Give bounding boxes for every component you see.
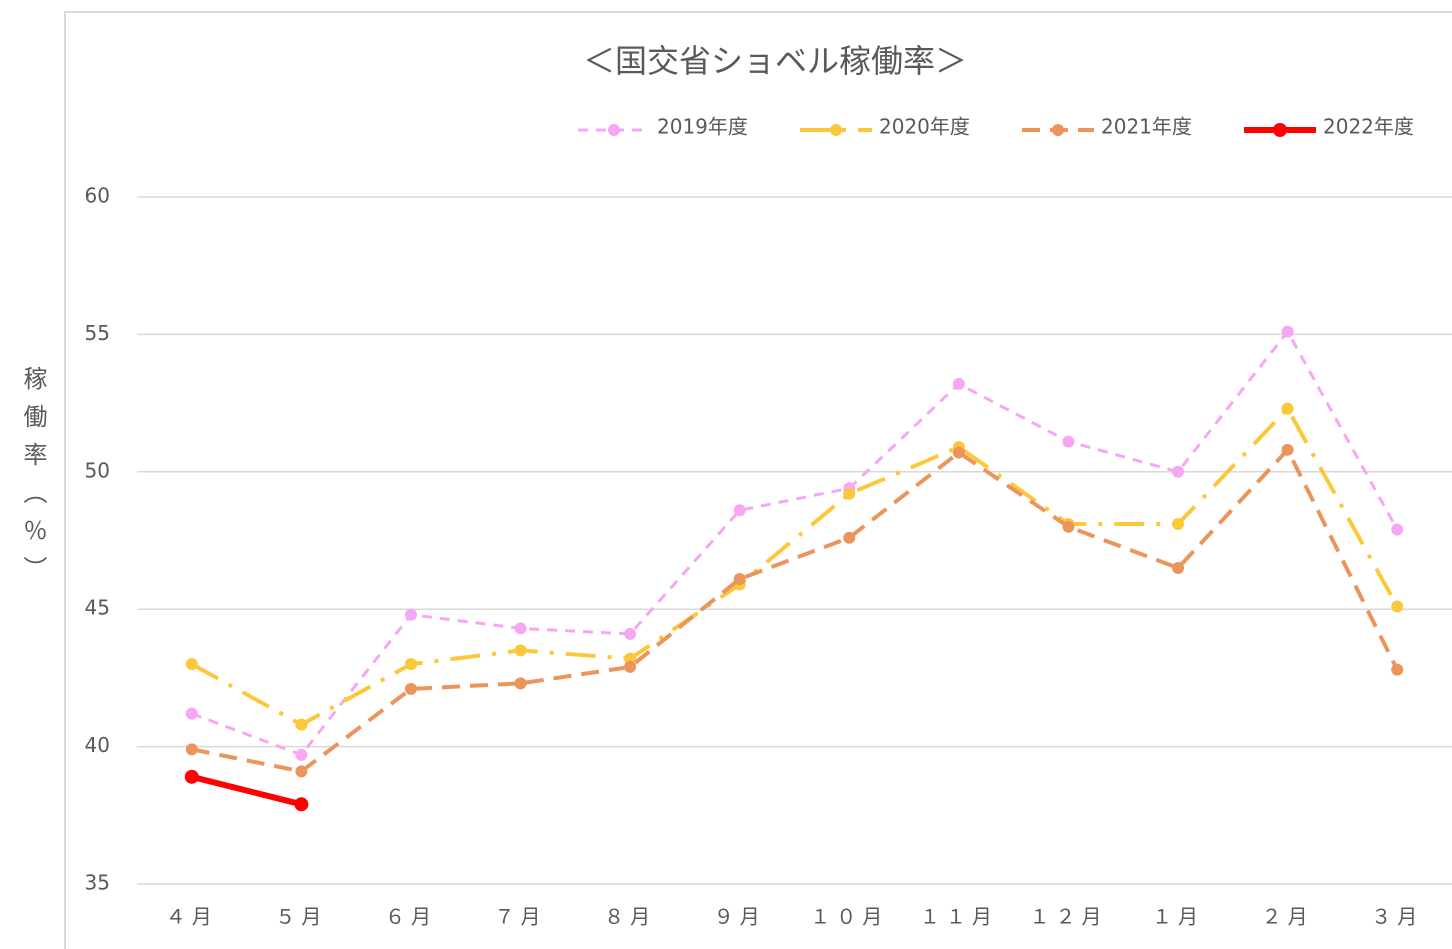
- data-point: [733, 504, 746, 517]
- legend-marker: [1052, 124, 1064, 136]
- series-line: [190, 405, 1399, 727]
- legend-marker: [608, 124, 620, 136]
- data-point: [1062, 520, 1075, 533]
- data-point: [624, 652, 637, 665]
- data-point: [294, 797, 309, 812]
- y-tick-label: 35: [85, 871, 110, 895]
- data-point: [1062, 435, 1075, 448]
- data-point: [624, 627, 637, 640]
- x-tick-label: ５月: [275, 905, 327, 929]
- y-axis-label: 稼働率（％）: [19, 366, 47, 594]
- x-tick-label: ３月: [1371, 905, 1423, 929]
- legend-label: 2021年度: [1101, 115, 1192, 139]
- data-point: [624, 660, 637, 673]
- data-point: [1281, 402, 1294, 415]
- chart-title: ＜国交省ショベル稼働率＞: [583, 42, 967, 80]
- data-point: [1172, 561, 1185, 574]
- chart-frame: [64, 11, 1452, 949]
- x-tick-label: ２月: [1262, 905, 1314, 929]
- data-point: [404, 658, 417, 671]
- series-line: [191, 328, 1399, 757]
- y-tick-label: 60: [85, 184, 110, 208]
- data-point: [952, 446, 965, 459]
- series-line: [191, 773, 303, 808]
- x-tick-label: ８月: [604, 905, 656, 929]
- data-point: [1391, 600, 1404, 613]
- legend-label: 2022年度: [1323, 115, 1414, 139]
- x-tick-label: １２月: [1029, 905, 1107, 929]
- data-point: [843, 531, 856, 544]
- x-tick-label: ７月: [495, 905, 547, 929]
- data-point: [514, 644, 527, 657]
- data-point: [295, 748, 308, 761]
- y-tick-label: 50: [85, 458, 110, 482]
- x-tick-label: １１月: [920, 905, 998, 929]
- y-tick-label: 45: [85, 596, 110, 620]
- data-point: [1391, 663, 1404, 676]
- x-tick-label: ６月: [385, 905, 437, 929]
- data-point: [1281, 443, 1294, 456]
- legend-label: 2020年度: [879, 115, 970, 139]
- x-tick-label: ９月: [714, 905, 766, 929]
- x-tick-label: １月: [1152, 905, 1204, 929]
- data-point: [185, 658, 198, 671]
- data-point: [1391, 523, 1404, 536]
- data-point: [514, 622, 527, 635]
- data-point: [843, 487, 856, 500]
- x-tick-label: ４月: [166, 905, 218, 929]
- data-point: [295, 718, 308, 731]
- y-tick-label: 40: [85, 733, 110, 757]
- data-point: [1172, 465, 1185, 478]
- series-line: [191, 446, 1399, 774]
- data-point: [1172, 518, 1185, 531]
- data-point: [295, 765, 308, 778]
- data-point: [404, 682, 417, 695]
- data-point: [185, 743, 198, 756]
- data-point: [185, 707, 198, 720]
- legend-marker: [830, 124, 842, 136]
- x-tick-label: １０月: [810, 905, 888, 929]
- data-point: [952, 377, 965, 390]
- data-point: [1281, 325, 1294, 338]
- legend-marker: [1273, 123, 1287, 137]
- data-point: [184, 769, 199, 784]
- y-tick-label: 55: [85, 321, 110, 345]
- data-point: [514, 677, 527, 690]
- legend-label: 2019年度: [657, 115, 748, 139]
- data-point: [733, 572, 746, 585]
- data-point: [404, 608, 417, 621]
